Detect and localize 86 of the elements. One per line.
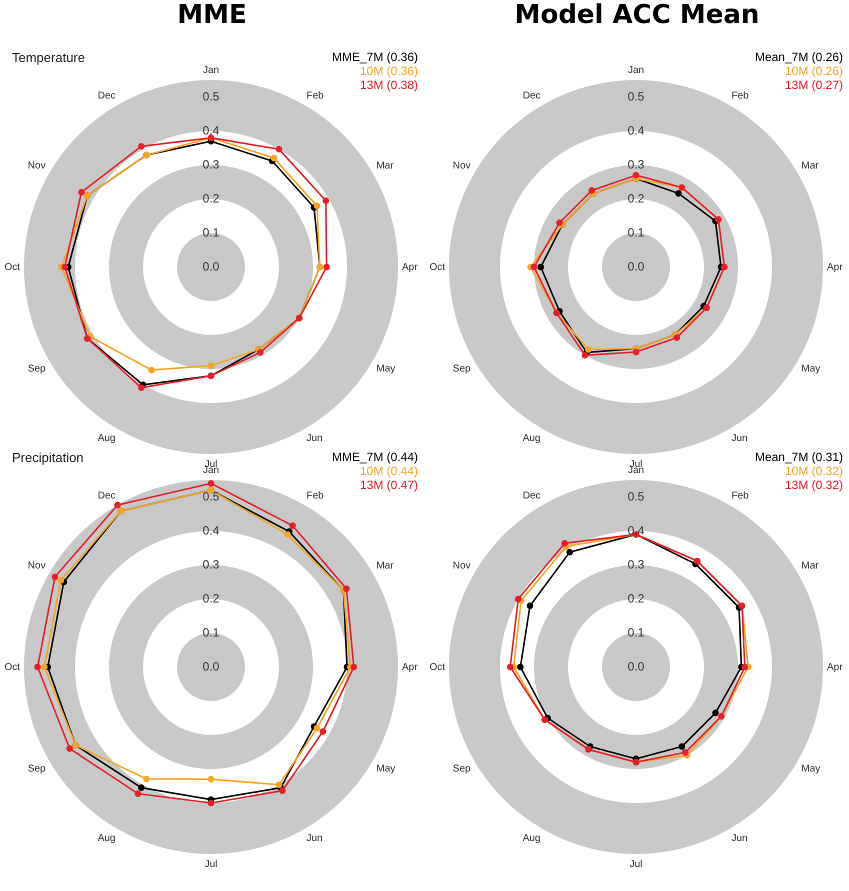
spoke-label: Nov [28, 560, 46, 572]
spoke-label: Oct [429, 662, 446, 673]
spoke-label: Feb [732, 490, 750, 502]
y-tick-label: 0.1 [628, 625, 645, 640]
spoke-label: Jun [306, 833, 323, 844]
y-tick-label: 0.1 [628, 225, 645, 240]
y-tick-label: 0.1 [202, 625, 220, 640]
spoke-label: Apr [402, 662, 418, 673]
spoke-label: Jun [306, 433, 323, 444]
y-tick-label: 0.0 [628, 259, 645, 274]
spoke-label: May [376, 363, 396, 374]
spoke-label: May [801, 363, 820, 374]
text: 10M (0.36) [358, 64, 418, 78]
y-tick-label: 0.2 [202, 591, 220, 606]
y-tick-label: 0.5 [628, 489, 645, 504]
spoke-label: Jun [732, 833, 748, 844]
spoke-label: Jul [204, 858, 218, 870]
spoke-label: Nov [28, 160, 46, 172]
spoke-label: Aug [522, 833, 540, 844]
text: MME_7M (0.44) [332, 450, 418, 464]
text: 13M (0.47) [358, 478, 418, 492]
y-tick-label: 0.4 [628, 523, 645, 538]
spoke-label: Nov [452, 560, 471, 572]
y-tick-label: 0.1 [202, 225, 220, 240]
spoke-label: Sep [452, 763, 472, 774]
spoke-label: Dec [522, 90, 540, 102]
y-tick-label: 0.4 [202, 123, 220, 138]
spoke-label: Jun [732, 433, 748, 444]
text: 10M (0.44) [358, 464, 418, 478]
y-tick-label: 0.4 [628, 123, 645, 138]
spoke-label: Aug [98, 833, 116, 844]
spoke-label: Mar [376, 560, 394, 572]
spoke-label: Feb [306, 90, 324, 102]
spoke-label: May [376, 763, 396, 774]
text: Mean_7M (0.26) [754, 50, 843, 64]
spoke-label: Jul [630, 858, 642, 870]
y-tick-label: 0.0 [628, 659, 645, 674]
spoke-label: Feb [732, 90, 750, 102]
text: 10M (0.32) [784, 464, 843, 478]
chart-title: Model ACC Mean [514, 0, 760, 30]
spoke-label: Aug [522, 433, 540, 444]
spoke-label: May [801, 763, 820, 774]
spoke-label: Sep [28, 763, 46, 774]
spoke-label: Feb [306, 490, 324, 502]
text: 13M (0.38) [358, 78, 418, 92]
spoke-label: Jan [628, 64, 644, 76]
spoke-label: Mar [801, 160, 820, 172]
spoke-label: Dec [98, 490, 116, 502]
spoke-label: Dec [522, 490, 540, 502]
spoke-label: Jan [202, 464, 220, 476]
spoke-label: Mar [376, 160, 394, 172]
spoke-label: Oct [4, 262, 20, 273]
text: Mean_7M (0.31) [754, 450, 843, 464]
text: 13M (0.27) [784, 78, 843, 92]
spoke-label: Apr [402, 262, 418, 273]
chart-title: MME [176, 0, 248, 30]
spoke-label: Jan [202, 64, 220, 76]
spoke-label: Apr [827, 662, 844, 673]
y-tick-label: 0.0 [202, 259, 220, 274]
y-tick-label: 0.3 [202, 157, 220, 172]
text: 13M (0.32) [784, 478, 843, 492]
spoke-label: Aug [98, 433, 116, 444]
spoke-label: Apr [827, 262, 844, 273]
y-tick-label: 0.5 [628, 89, 645, 104]
spoke-label: Mar [801, 560, 820, 572]
y-tick-label: 0.2 [202, 191, 220, 206]
y-tick-label: 0.3 [628, 557, 645, 572]
text: 10M (0.26) [784, 64, 843, 78]
spoke-label: Sep [28, 363, 46, 374]
y-tick-label: 0.0 [202, 659, 220, 674]
chart-subtitle: Precipitation [12, 450, 84, 465]
y-tick-label: 0.5 [202, 89, 220, 104]
spoke-label: Dec [98, 90, 116, 102]
spoke-label: Nov [452, 160, 471, 172]
spoke-label: Oct [4, 662, 20, 673]
spoke-label: Sep [452, 363, 472, 374]
y-tick-label: 0.5 [202, 489, 220, 504]
y-tick-label: 0.3 [202, 557, 220, 572]
y-tick-label: 0.3 [628, 157, 645, 172]
spoke-label: Oct [429, 262, 446, 273]
y-tick-label: 0.2 [628, 191, 645, 206]
spoke-label: Jan [628, 464, 644, 476]
y-tick-label: 0.4 [202, 523, 220, 538]
chart-subtitle: Temperature [12, 50, 85, 65]
y-tick-label: 0.2 [628, 591, 645, 606]
text: MME_7M (0.36) [332, 50, 418, 64]
